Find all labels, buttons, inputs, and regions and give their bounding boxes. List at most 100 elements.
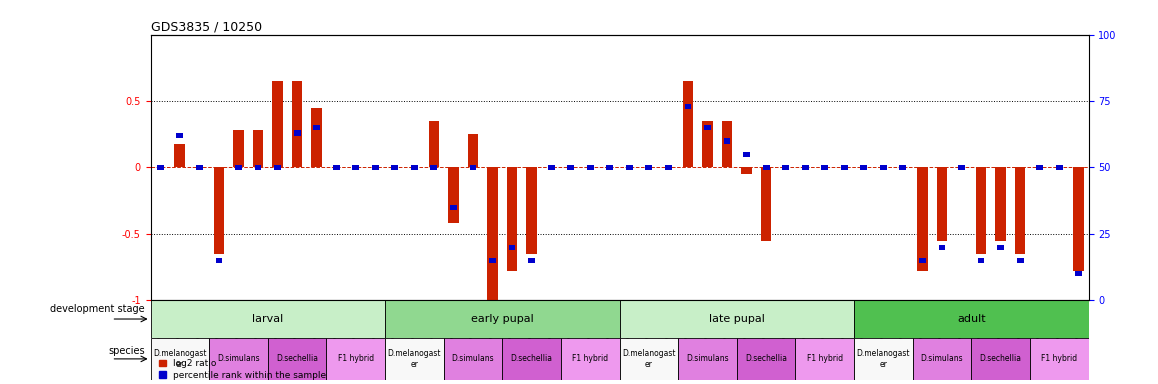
Bar bbox=[977, 258, 984, 263]
Bar bbox=[995, 167, 1006, 241]
Bar bbox=[684, 104, 691, 109]
Bar bbox=[176, 133, 183, 138]
Bar bbox=[704, 125, 711, 130]
Bar bbox=[508, 245, 515, 250]
Bar bbox=[272, 81, 283, 167]
Text: F1 hybrid: F1 hybrid bbox=[807, 354, 843, 363]
Text: D.melanogast
er: D.melanogast er bbox=[857, 349, 910, 369]
Bar bbox=[255, 165, 262, 170]
Bar bbox=[327, 338, 384, 380]
Bar bbox=[233, 130, 244, 167]
Bar bbox=[444, 338, 503, 380]
Bar bbox=[1029, 338, 1089, 380]
Bar bbox=[761, 167, 771, 241]
Bar bbox=[679, 338, 736, 380]
Bar bbox=[411, 165, 418, 170]
Text: D.melanogast
er: D.melanogast er bbox=[388, 349, 441, 369]
Text: late pupal: late pupal bbox=[709, 314, 764, 324]
Bar bbox=[937, 167, 947, 241]
Bar bbox=[645, 165, 652, 170]
Bar bbox=[391, 165, 398, 170]
Bar bbox=[488, 167, 498, 300]
Bar bbox=[665, 165, 672, 170]
Bar bbox=[796, 338, 853, 380]
Bar bbox=[469, 165, 476, 170]
Bar bbox=[156, 165, 163, 170]
Bar bbox=[972, 338, 1029, 380]
Text: D.sechellia: D.sechellia bbox=[276, 354, 318, 363]
Bar bbox=[526, 167, 537, 254]
Bar bbox=[841, 165, 848, 170]
Bar bbox=[782, 165, 789, 170]
Text: development stage: development stage bbox=[50, 304, 145, 314]
Text: D.sechellia: D.sechellia bbox=[511, 354, 552, 363]
Bar bbox=[489, 258, 496, 263]
Bar bbox=[313, 125, 320, 130]
Bar bbox=[958, 165, 965, 170]
Bar bbox=[821, 165, 828, 170]
Bar bbox=[560, 338, 620, 380]
Bar bbox=[235, 165, 242, 170]
Text: F1 hybrid: F1 hybrid bbox=[572, 354, 608, 363]
Bar bbox=[448, 167, 459, 223]
Bar bbox=[450, 205, 457, 210]
Bar bbox=[384, 338, 444, 380]
Bar bbox=[468, 134, 478, 167]
Text: D.simulans: D.simulans bbox=[452, 354, 494, 363]
Bar bbox=[743, 152, 750, 157]
Bar bbox=[352, 165, 359, 170]
Bar bbox=[384, 300, 620, 338]
Bar bbox=[917, 167, 928, 271]
Bar bbox=[801, 165, 808, 170]
Bar bbox=[151, 300, 384, 338]
Bar bbox=[587, 165, 594, 170]
Bar bbox=[528, 258, 535, 263]
Bar bbox=[312, 108, 322, 167]
Bar bbox=[976, 167, 987, 254]
Text: F1 hybrid: F1 hybrid bbox=[338, 354, 374, 363]
Bar bbox=[900, 165, 907, 170]
Bar bbox=[860, 165, 867, 170]
Bar bbox=[721, 121, 732, 167]
Bar bbox=[938, 245, 945, 250]
Text: GDS3835 / 10250: GDS3835 / 10250 bbox=[151, 20, 262, 33]
Bar bbox=[620, 300, 853, 338]
Bar bbox=[151, 338, 210, 380]
Bar bbox=[213, 167, 225, 254]
Legend: log2 ratio, percentile rank within the sample: log2 ratio, percentile rank within the s… bbox=[155, 356, 330, 383]
Bar bbox=[372, 165, 379, 170]
Bar bbox=[853, 300, 1089, 338]
Bar bbox=[215, 258, 222, 263]
Bar bbox=[853, 338, 913, 380]
Text: early pupal: early pupal bbox=[471, 314, 534, 324]
Text: D.simulans: D.simulans bbox=[687, 354, 728, 363]
Text: D.simulans: D.simulans bbox=[921, 354, 963, 363]
Bar bbox=[997, 245, 1004, 250]
Text: larval: larval bbox=[252, 314, 284, 324]
Bar bbox=[294, 130, 301, 136]
Bar bbox=[1073, 167, 1084, 271]
Bar bbox=[913, 338, 972, 380]
Bar bbox=[274, 165, 281, 170]
Bar bbox=[724, 138, 731, 144]
Bar bbox=[210, 338, 267, 380]
Text: D.sechellia: D.sechellia bbox=[980, 354, 1021, 363]
Bar bbox=[196, 165, 203, 170]
Bar bbox=[503, 338, 560, 380]
Bar bbox=[736, 338, 796, 380]
Bar bbox=[252, 130, 263, 167]
Text: F1 hybrid: F1 hybrid bbox=[1041, 354, 1077, 363]
Bar bbox=[1056, 165, 1063, 170]
Bar bbox=[620, 338, 679, 380]
Bar bbox=[1017, 258, 1024, 263]
Bar bbox=[267, 338, 327, 380]
Bar bbox=[1036, 165, 1043, 170]
Bar bbox=[175, 144, 185, 167]
Bar bbox=[292, 81, 302, 167]
Bar bbox=[682, 81, 694, 167]
Bar bbox=[507, 167, 518, 271]
Bar bbox=[880, 165, 887, 170]
Bar bbox=[919, 258, 926, 263]
Bar bbox=[567, 165, 574, 170]
Bar bbox=[428, 121, 439, 167]
